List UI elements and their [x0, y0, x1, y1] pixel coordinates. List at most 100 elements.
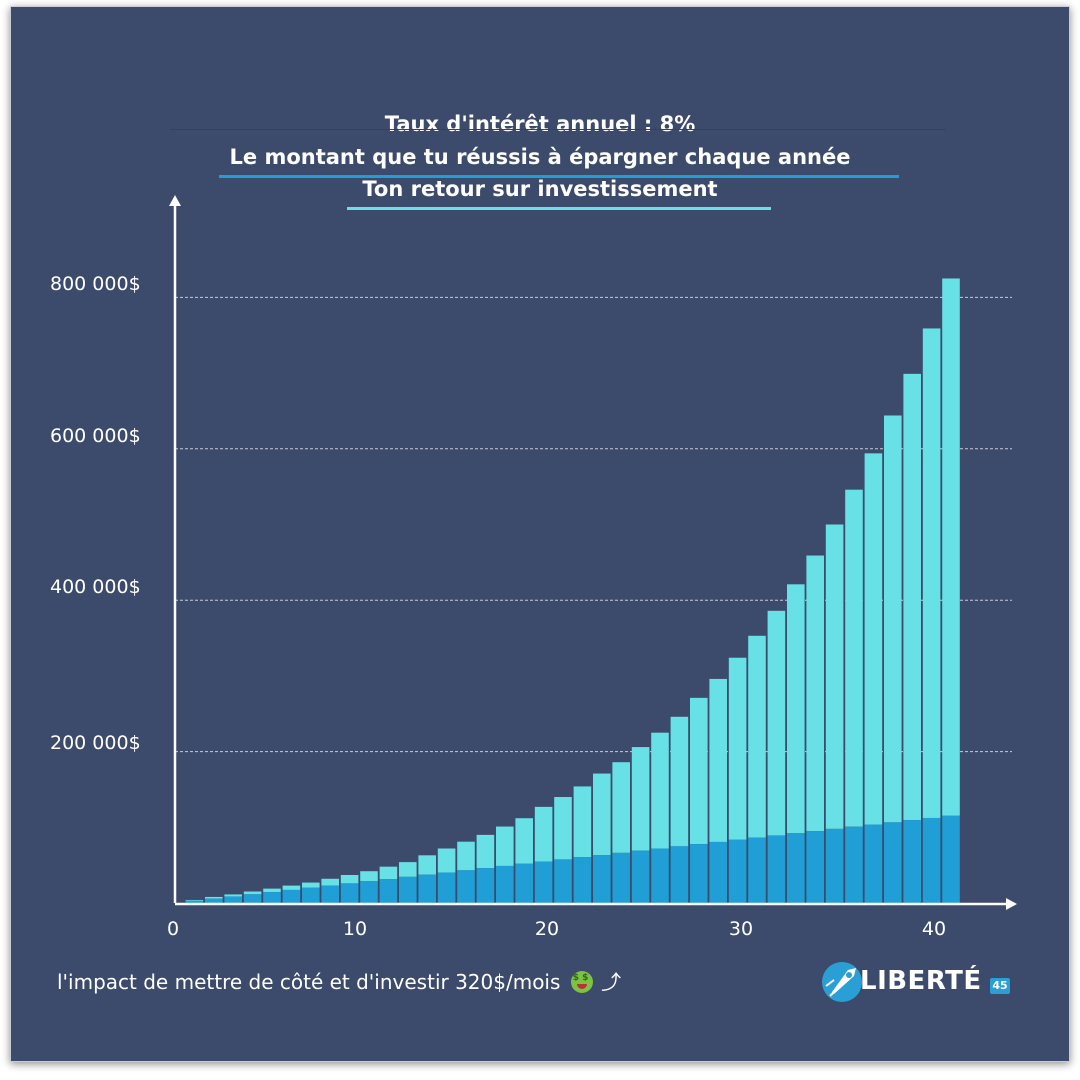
bar-return: [748, 635, 766, 838]
arrow-up-right-icon: ⤴: [601, 970, 622, 994]
bar-saved: [224, 896, 242, 903]
bar-return: [690, 697, 708, 845]
bar-return: [399, 862, 417, 877]
bar-return: [767, 610, 786, 836]
bar-return: [651, 732, 669, 849]
y-tick-label: 800 000$: [50, 273, 141, 295]
bar-return: [321, 878, 339, 886]
bar-return: [360, 871, 378, 882]
x-tick-label: 20: [534, 918, 560, 940]
y-tick-label: 400 000$: [50, 576, 141, 598]
bar-return: [418, 855, 436, 875]
bar-return: [340, 874, 359, 884]
bar-return: [825, 524, 844, 829]
bar-saved: [515, 863, 533, 903]
bar-saved: [903, 820, 921, 903]
legend-interest-rate: Taux d'intérêt annuel : 8%: [384, 112, 696, 136]
logo: LIBERTÉ 45: [820, 956, 1020, 1006]
bar-return: [496, 826, 514, 866]
caption-text: l'impact de mettre de côté et d'investir…: [57, 970, 561, 994]
bar-saved: [573, 857, 592, 903]
y-tick-label: 600 000$: [50, 425, 141, 447]
bar-return: [884, 415, 902, 823]
bar-saved: [922, 817, 941, 903]
money-mouth-face-icon: [570, 971, 593, 993]
bar-return: [942, 278, 960, 816]
bar-return: [534, 806, 553, 862]
bar-saved: [340, 883, 359, 903]
bar-return: [224, 894, 242, 897]
bar-return: [457, 841, 475, 871]
bar-saved: [263, 892, 281, 903]
bar-saved: [205, 898, 223, 903]
y-tick-label: 200 000$: [50, 732, 141, 754]
bar-return: [845, 489, 863, 827]
bar-return: [922, 328, 941, 818]
bar-saved: [942, 815, 960, 903]
bar-saved: [806, 831, 824, 903]
x-tick-label: 40: [921, 918, 947, 940]
legend-return-swatch: [347, 207, 771, 210]
bar-saved: [670, 846, 689, 903]
y-axis-arrow: [169, 195, 181, 206]
logo-text: LIBERTÉ: [860, 966, 982, 996]
bar-return: [243, 891, 262, 895]
bar-return: [515, 818, 533, 864]
bar-return: [302, 882, 320, 888]
bar-return: [263, 888, 281, 893]
x-tick-label: 0: [166, 918, 180, 940]
bar-return: [631, 747, 650, 851]
bar-saved: [864, 824, 883, 903]
bar-saved: [709, 841, 727, 903]
bar-return: [612, 762, 630, 853]
bar-return: [903, 373, 921, 821]
bar-saved: [302, 887, 320, 903]
bar-return: [554, 797, 572, 860]
bar-saved: [243, 894, 262, 903]
bar-saved: [612, 852, 630, 903]
bar-return: [806, 555, 824, 832]
bar-saved: [379, 879, 398, 903]
x-tick-label: 30: [728, 918, 754, 940]
bar-saved: [554, 859, 572, 903]
rocket-icon: [822, 962, 862, 1002]
bar-saved: [399, 876, 417, 903]
caption: l'impact de mettre de côté et d'investir…: [57, 966, 621, 995]
bar-saved: [457, 870, 475, 903]
bar-return: [185, 899, 204, 901]
bar-saved: [767, 835, 786, 903]
bar-return: [476, 834, 495, 869]
bar-saved: [884, 822, 902, 903]
bar-return: [864, 453, 883, 825]
bar-return: [593, 773, 611, 856]
bar-return: [282, 885, 301, 890]
bar-saved: [787, 833, 805, 903]
legend-interest-rate-divider: [170, 129, 946, 130]
bar-saved: [282, 889, 301, 903]
bar-saved: [534, 861, 553, 903]
bar-saved: [476, 868, 495, 903]
bar-return: [437, 848, 456, 873]
bar-return: [573, 786, 592, 858]
legend-return: Ton retour sur investissement: [362, 177, 718, 201]
bar-saved: [728, 839, 747, 903]
bar-return: [379, 866, 398, 880]
bar-saved: [825, 828, 844, 903]
bar-saved: [496, 865, 514, 903]
bar-saved: [321, 885, 339, 903]
bar-saved: [418, 874, 436, 903]
x-tick-label: 10: [342, 918, 368, 940]
bar-saved: [748, 837, 766, 903]
bar-return: [670, 716, 689, 847]
bar-saved: [690, 844, 708, 903]
x-axis-arrow: [1006, 898, 1017, 910]
logo-badge: 45: [990, 978, 1010, 994]
bar-saved: [845, 826, 863, 903]
bar-return: [205, 896, 223, 899]
bar-saved: [651, 848, 669, 903]
bar-saved: [593, 855, 611, 903]
bar-saved: [437, 872, 456, 903]
bar-saved: [631, 850, 650, 903]
bar-return: [709, 678, 727, 842]
